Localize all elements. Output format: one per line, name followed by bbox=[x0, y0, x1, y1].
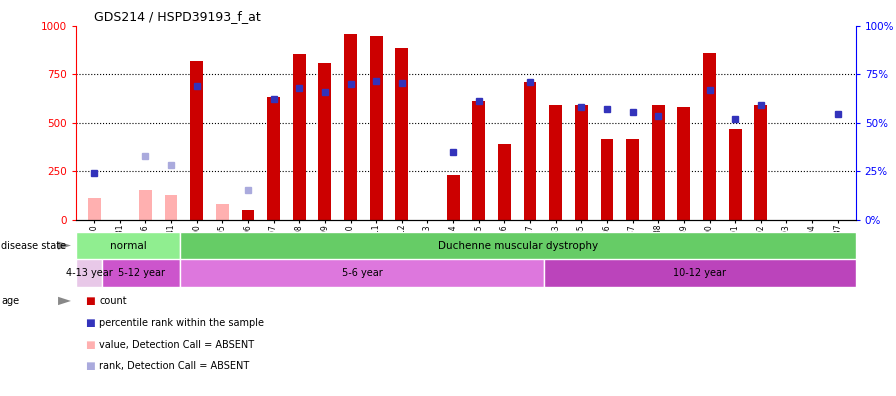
Bar bbox=[677, 107, 690, 220]
Text: ■: ■ bbox=[85, 296, 95, 306]
Bar bbox=[498, 144, 511, 220]
Bar bbox=[344, 34, 357, 220]
Bar bbox=[651, 105, 665, 220]
Text: 10-12 year: 10-12 year bbox=[673, 268, 727, 278]
Bar bbox=[190, 61, 203, 220]
Text: rank, Detection Call = ABSENT: rank, Detection Call = ABSENT bbox=[99, 361, 250, 371]
Polygon shape bbox=[58, 241, 71, 249]
Bar bbox=[549, 105, 562, 220]
Bar bbox=[76, 259, 102, 287]
Text: ■: ■ bbox=[85, 318, 95, 328]
Text: 4-13 year: 4-13 year bbox=[65, 268, 113, 278]
Bar bbox=[447, 175, 460, 220]
Text: ■: ■ bbox=[85, 339, 95, 350]
Text: 5-6 year: 5-6 year bbox=[341, 268, 383, 278]
Bar bbox=[575, 105, 588, 220]
Text: disease state: disease state bbox=[1, 240, 66, 251]
Bar bbox=[216, 204, 228, 220]
Bar bbox=[88, 198, 100, 220]
Text: value, Detection Call = ABSENT: value, Detection Call = ABSENT bbox=[99, 339, 254, 350]
Bar bbox=[395, 48, 409, 220]
Bar bbox=[472, 101, 485, 220]
Text: percentile rank within the sample: percentile rank within the sample bbox=[99, 318, 264, 328]
Text: age: age bbox=[1, 296, 19, 306]
Bar bbox=[139, 190, 151, 220]
Bar bbox=[370, 36, 383, 220]
Text: Duchenne muscular dystrophy: Duchenne muscular dystrophy bbox=[438, 240, 598, 251]
Bar bbox=[102, 259, 180, 287]
Polygon shape bbox=[58, 297, 71, 305]
Bar bbox=[544, 259, 856, 287]
Bar bbox=[76, 232, 180, 259]
Bar bbox=[242, 210, 254, 220]
Bar bbox=[754, 105, 767, 220]
Bar bbox=[703, 53, 716, 220]
Bar bbox=[728, 129, 742, 220]
Bar bbox=[267, 97, 280, 220]
Bar bbox=[523, 82, 537, 220]
Bar bbox=[180, 259, 544, 287]
Text: 5-12 year: 5-12 year bbox=[117, 268, 165, 278]
Bar bbox=[318, 63, 332, 220]
Bar bbox=[600, 139, 614, 220]
Bar bbox=[165, 194, 177, 220]
Bar bbox=[180, 232, 856, 259]
Text: ■: ■ bbox=[85, 361, 95, 371]
Bar bbox=[293, 54, 306, 220]
Bar bbox=[626, 139, 639, 220]
Text: count: count bbox=[99, 296, 127, 306]
Text: normal: normal bbox=[109, 240, 147, 251]
Text: GDS214 / HSPD39193_f_at: GDS214 / HSPD39193_f_at bbox=[94, 10, 261, 23]
